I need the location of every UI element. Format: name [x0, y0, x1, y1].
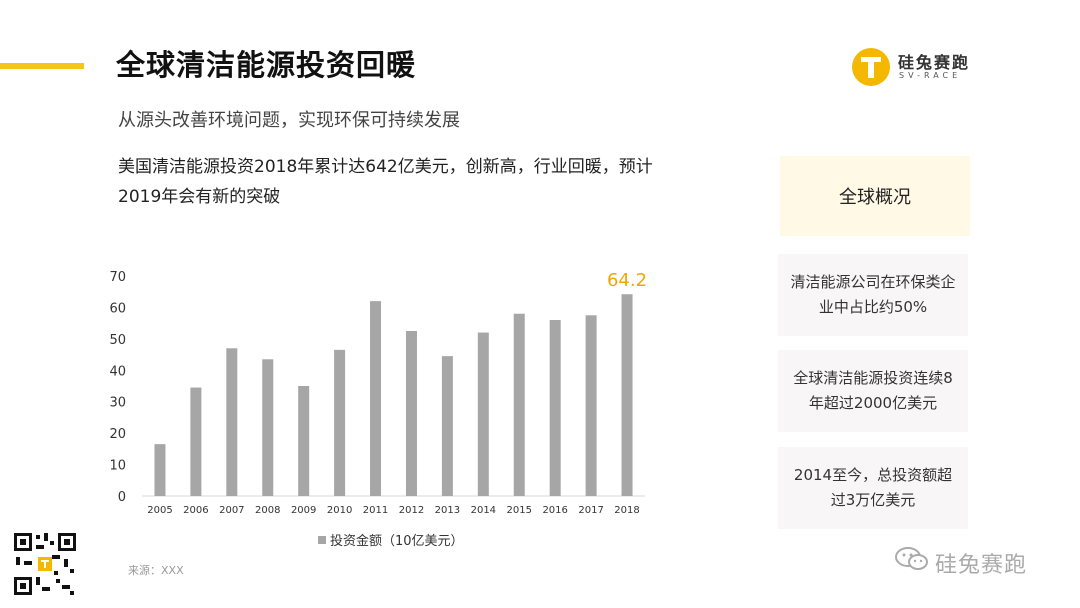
x-tick-label: 2018 [614, 505, 639, 516]
bar-2010 [334, 349, 346, 496]
bar-2016 [549, 320, 561, 496]
bar-2015 [513, 313, 525, 496]
x-tick-label: 2009 [291, 505, 316, 516]
legend-label: 投资金额（10亿美元） [330, 533, 464, 549]
x-tick-label: 2007 [219, 505, 244, 516]
side-card-1: 清洁能源公司在环保类企业中占比约50% [778, 254, 968, 336]
y-tick-label: 30 [109, 396, 126, 411]
wechat-icon [895, 547, 928, 570]
y-tick-label: 20 [109, 427, 126, 442]
x-tick-label: 2012 [399, 505, 424, 516]
y-tick-label: 60 [109, 301, 126, 316]
logo-mark-icon [852, 48, 890, 86]
x-tick-label: 2006 [183, 505, 208, 516]
x-tick-label: 2015 [507, 505, 532, 516]
headline-text: 美国清洁能源投资2018年累计达642亿美元，创新高，行业回暖，预计2019年会… [118, 157, 653, 207]
bar-2012 [405, 331, 417, 496]
bar-2009 [298, 386, 310, 496]
wechat-watermark: 硅兔赛跑 [895, 540, 1045, 580]
qr-code-icon [12, 531, 78, 597]
y-tick-label: 70 [109, 270, 126, 285]
y-tick-label: 10 [109, 459, 126, 474]
x-tick-label: 2017 [578, 505, 603, 516]
bar-2018 [621, 294, 633, 496]
side-card-2: 全球清洁能源投资连续8年超过2000亿美元 [778, 350, 968, 432]
bar-2013 [441, 356, 453, 496]
data-label: 64.2 [607, 270, 647, 291]
x-tick-label: 2016 [542, 505, 567, 516]
logo-subtitle: SV-RACE [899, 71, 962, 80]
wechat-account-name: 硅兔赛跑 [935, 553, 1028, 578]
y-tick-label: 40 [109, 364, 126, 379]
x-tick-label: 2008 [255, 505, 280, 516]
x-tick-label: 2014 [471, 505, 496, 516]
bar-2017 [585, 315, 597, 496]
side-panel-header: 全球概况 [780, 156, 970, 236]
bar-2014 [477, 332, 489, 496]
side-card-3: 2014至今，总投资额超过3万亿美元 [778, 447, 968, 529]
bar-2006 [190, 387, 202, 496]
x-tick-label: 2011 [363, 505, 388, 516]
source-note: 来源：XXX [128, 564, 184, 577]
bar-2005 [154, 444, 166, 496]
title-accent-bar [0, 63, 84, 69]
bar-2008 [262, 359, 274, 496]
brand-logo: 硅兔赛跑 SV-RACE [852, 48, 982, 88]
page-title: 全球清洁能源投资回暖 [116, 48, 417, 82]
page-subtitle: 从源头改善环境问题，实现环保可持续发展 [118, 110, 460, 131]
y-tick-label: 50 [109, 333, 126, 348]
x-tick-label: 2005 [147, 505, 172, 516]
bar-2007 [226, 348, 238, 496]
y-tick-label: 0 [118, 490, 126, 505]
logo-name: 硅兔赛跑 [898, 53, 971, 72]
x-tick-label: 2010 [327, 505, 352, 516]
investment-bar-chart: 0 10 20 30 40 50 60 70 2005 2006 2007 2008 2009 2010 2… [109, 270, 647, 549]
x-tick-label: 2013 [435, 505, 460, 516]
bar-2011 [370, 301, 382, 496]
legend-swatch [318, 536, 326, 544]
